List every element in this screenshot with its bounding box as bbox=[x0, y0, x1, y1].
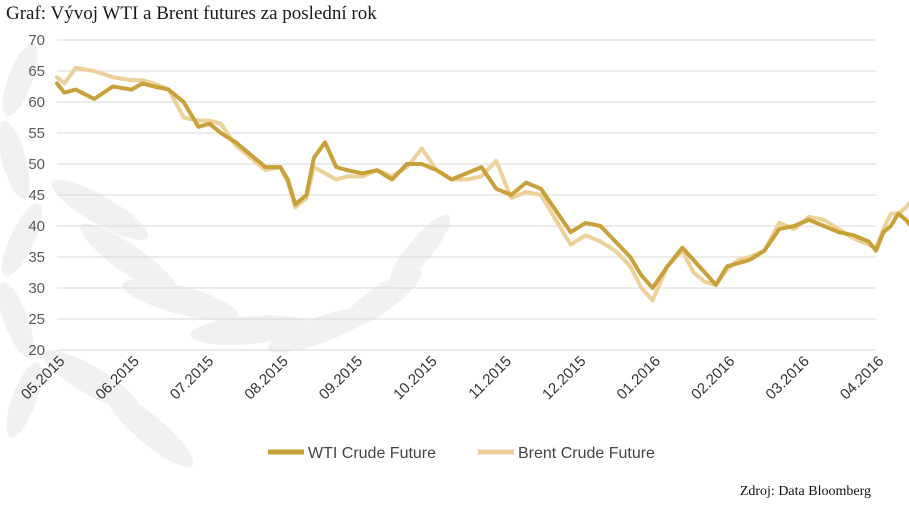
x-tick-label: 09.2015 bbox=[316, 353, 366, 403]
legend-label-wti: WTI Crude Future bbox=[308, 445, 436, 462]
y-axis-ticks: 70 65 60 55 50 45 40 35 30 25 20 bbox=[28, 32, 45, 359]
grid-lines bbox=[57, 39, 876, 351]
legend: WTI Crude Future Brent Crude Future bbox=[268, 445, 655, 462]
y-tick-label: 45 bbox=[28, 187, 45, 204]
series-line-wti bbox=[55, 81, 909, 290]
y-tick-label: 25 bbox=[28, 311, 45, 328]
y-tick-label: 65 bbox=[28, 63, 45, 80]
x-tick-label: 08.2015 bbox=[241, 353, 291, 403]
y-tick-label: 60 bbox=[28, 94, 45, 111]
y-tick-label: 30 bbox=[28, 280, 45, 297]
legend-label-brent: Brent Crude Future bbox=[518, 445, 655, 462]
series-line-brent bbox=[55, 65, 909, 303]
x-tick-label: 11.2015 bbox=[465, 353, 515, 403]
x-tick-label: 04.2016 bbox=[837, 353, 887, 403]
chart-title: Graf: Vývoj WTI a Brent futures za posle… bbox=[6, 3, 377, 24]
x-tick-label: 07.2015 bbox=[167, 353, 217, 403]
series-lines bbox=[55, 65, 909, 303]
x-tick-label: 12.2015 bbox=[539, 353, 589, 403]
y-tick-label: 70 bbox=[28, 32, 45, 49]
x-tick-label: 01.2016 bbox=[614, 353, 664, 403]
watermark-olive-branch bbox=[0, 44, 451, 467]
x-tick-label: 10.2015 bbox=[390, 353, 440, 403]
y-tick-label: 55 bbox=[28, 125, 45, 142]
source-note: Zdroj: Data Bloomberg bbox=[739, 484, 871, 499]
y-tick-label: 35 bbox=[28, 249, 45, 266]
y-tick-label: 20 bbox=[28, 342, 45, 359]
x-tick-label: 02.2016 bbox=[688, 353, 738, 403]
y-tick-label: 40 bbox=[28, 218, 45, 235]
x-axis-ticks: 05.2015 06.2015 07.2015 08.2015 09.2015 10.20… bbox=[18, 353, 887, 403]
y-tick-label: 50 bbox=[28, 156, 45, 173]
x-tick-label: 03.2016 bbox=[762, 353, 812, 403]
